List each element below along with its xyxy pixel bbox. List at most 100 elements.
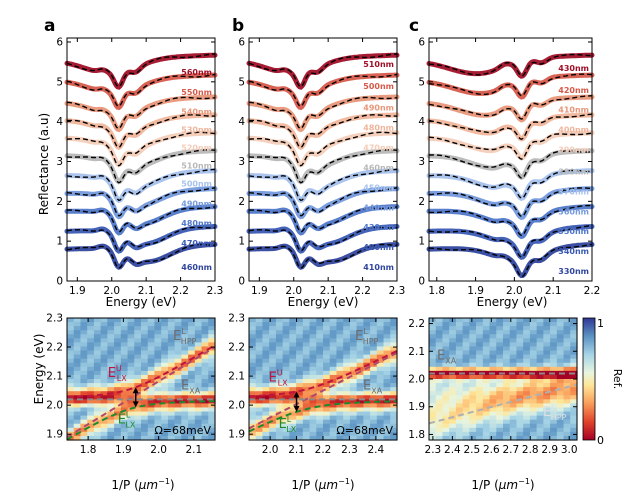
heatmap-cell bbox=[127, 346, 135, 352]
heatmap-cell bbox=[482, 362, 491, 368]
heatmap-cell bbox=[181, 334, 189, 339]
heatmap-cell bbox=[370, 415, 378, 421]
heatmap-cell bbox=[296, 419, 304, 425]
heatmap-cell bbox=[289, 427, 297, 433]
y-tick-label: 3 bbox=[418, 156, 425, 168]
heatmap-cell bbox=[141, 326, 149, 331]
heatmap-cell bbox=[201, 358, 209, 364]
heatmap-cell bbox=[523, 330, 531, 335]
heatmap-cell bbox=[449, 334, 457, 339]
heatmap-cell bbox=[349, 330, 358, 335]
heatmap-cell bbox=[376, 435, 385, 441]
heatmap-cell bbox=[543, 411, 551, 417]
heatmap-cell bbox=[93, 358, 102, 364]
heatmap-cell bbox=[503, 322, 511, 327]
heatmap-cell bbox=[154, 370, 162, 376]
heatmap-cell bbox=[289, 338, 297, 343]
heatmap-cell bbox=[383, 346, 391, 352]
heatmap-cell bbox=[489, 330, 497, 335]
heatmap-cell bbox=[249, 358, 257, 364]
heatmap-cell bbox=[120, 354, 129, 360]
heatmap-cell bbox=[363, 354, 371, 360]
heatmap-cell bbox=[269, 374, 277, 380]
heatmap-cell bbox=[323, 374, 331, 380]
heatmap-cell bbox=[349, 374, 358, 380]
heatmap-cell bbox=[476, 387, 484, 392]
heatmap-cell bbox=[455, 391, 464, 396]
heatmap-cell bbox=[262, 415, 270, 421]
heatmap-cell bbox=[188, 403, 196, 409]
heatmap-cell bbox=[127, 383, 135, 388]
heatmap-cell bbox=[141, 362, 149, 368]
heatmap-cell bbox=[323, 318, 331, 323]
heatmap-cell bbox=[67, 415, 75, 421]
heatmap-cell bbox=[107, 330, 115, 335]
heatmap-cell bbox=[435, 419, 444, 425]
heatmap-cell bbox=[455, 419, 464, 425]
heatmap-cell bbox=[309, 374, 317, 380]
heatmap-cell bbox=[482, 407, 491, 413]
heatmap-cell bbox=[114, 354, 122, 360]
x-tick-label: 2.0 bbox=[506, 285, 523, 297]
heatmap-cell bbox=[93, 431, 102, 437]
heatmap-cell bbox=[120, 395, 129, 400]
x-tick-label: 2.1 bbox=[138, 285, 155, 297]
heatmap-cell bbox=[141, 391, 149, 396]
fit-440nm bbox=[248, 187, 398, 217]
heatmap-cell bbox=[161, 427, 169, 433]
heatmap-cell bbox=[489, 342, 497, 348]
heatmap-cell bbox=[316, 415, 324, 421]
heatmap-cell bbox=[482, 435, 491, 441]
heatmap-cell bbox=[435, 411, 444, 417]
heatmap-cell bbox=[73, 387, 82, 392]
fit-400nm bbox=[428, 113, 593, 140]
heatmap-cell bbox=[482, 318, 491, 323]
heatmap-cell bbox=[536, 395, 544, 400]
heatmap-cell bbox=[127, 391, 135, 396]
heatmap-cell bbox=[201, 346, 209, 352]
heatmap-cell bbox=[343, 415, 351, 421]
heatmap-cell bbox=[556, 334, 565, 339]
heatmap-cell bbox=[302, 427, 311, 433]
x-label-unit: μm bbox=[318, 478, 338, 492]
heatmap-cell bbox=[249, 338, 257, 343]
heatmap-cell bbox=[390, 370, 398, 376]
heatmap-cell bbox=[127, 366, 135, 372]
heatmap-cell bbox=[529, 346, 538, 352]
y-tick-label: 1.9 bbox=[408, 401, 425, 413]
series-label-460nm: 460nm bbox=[181, 263, 212, 272]
heatmap-cell bbox=[543, 391, 551, 396]
heatmap-cell bbox=[455, 338, 464, 343]
heatmap-cell bbox=[329, 419, 338, 425]
heatmap-cell bbox=[141, 395, 149, 400]
y-tick-label: 0 bbox=[238, 276, 245, 288]
heatmap-cell bbox=[323, 427, 331, 433]
heatmap-cell bbox=[376, 330, 385, 335]
heatmap-cell bbox=[509, 391, 518, 396]
heatmap-cell bbox=[563, 435, 571, 441]
heatmap-cell bbox=[343, 383, 351, 388]
heatmap-cell bbox=[188, 326, 196, 331]
heatmap-cell bbox=[275, 395, 284, 400]
heatmap-cell bbox=[208, 362, 216, 368]
heatmap-cell bbox=[343, 334, 351, 339]
heatmap-cell bbox=[442, 419, 450, 425]
heatmap-cell bbox=[383, 387, 391, 392]
heatmap-cell bbox=[516, 403, 524, 409]
heatmap-cell bbox=[469, 383, 477, 388]
heatmap-cell bbox=[469, 366, 477, 372]
heatmap-cell bbox=[329, 358, 338, 364]
heatmap-cell bbox=[262, 338, 270, 343]
heatmap-cell bbox=[336, 399, 344, 404]
heatmap-cell bbox=[523, 358, 531, 364]
heatmap-cell bbox=[442, 411, 450, 417]
heatmap-cell bbox=[282, 366, 290, 372]
heatmap-cell bbox=[442, 374, 450, 380]
heatmap-cell bbox=[289, 362, 297, 368]
heatmap-cell bbox=[67, 346, 75, 352]
heatmap-cell bbox=[181, 403, 189, 409]
heatmap-cell bbox=[509, 403, 518, 409]
series-label-380nm: 380nm bbox=[558, 167, 589, 176]
heatmap-cell bbox=[208, 411, 216, 417]
heatmap-cell bbox=[536, 415, 544, 421]
